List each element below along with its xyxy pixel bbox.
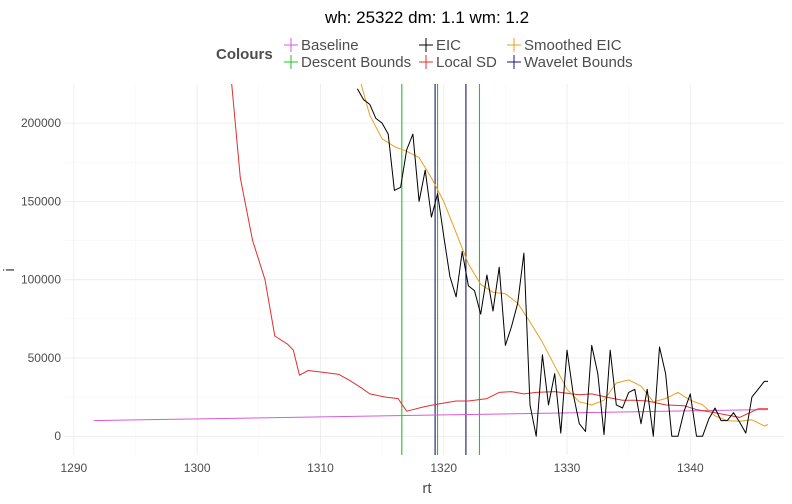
legend-label: Descent Bounds [301,54,411,71]
legend-item-smoothed-eic: Smoothed EIC [507,37,622,54]
local-sd-series-line [231,84,768,418]
x-tick-label: 1310 [307,461,334,475]
legend-item-eic: EIC [419,37,461,54]
y-tick-label: 50000 [28,351,62,365]
x-tick-label: 1340 [677,461,704,475]
legend-item-baseline: Baseline [284,37,359,54]
legend-title: Colours [216,46,273,63]
chart-title: wh: 25322 dm: 1.1 wm: 1.2 [324,8,529,27]
x-tick-label: 1330 [554,461,581,475]
eic-series-line [356,88,768,437]
legend-label: Wavelet Bounds [524,54,633,71]
smoothed-eic-series-line [360,84,769,427]
legend-item-descent-bounds: Descent Bounds [284,54,411,71]
x-tick-label: 1320 [430,461,457,475]
baseline-series-line [93,409,769,422]
x-axis-label: rt [422,480,432,497]
legend-item-local-sd: Local SD [419,54,497,71]
y-tick-label: 150000 [21,194,61,208]
legend-label: Baseline [301,37,359,54]
y-axis-label: i [1,268,18,271]
y-tick-label: 0 [54,429,61,443]
y-tick-label: 100000 [21,273,61,287]
x-tick-label: 1300 [184,461,211,475]
x-tick-label: 1290 [61,461,88,475]
legend-label: Smoothed EIC [524,37,622,54]
legend-label: EIC [436,37,461,54]
plot-area: 0 50000 100000 150000 200000 1290 1300 1310 132… [21,84,784,475]
legend-item-wavelet-bounds: Wavelet Bounds [507,54,633,71]
legend-label: Local SD [436,54,497,71]
y-tick-label: 200000 [21,116,61,130]
